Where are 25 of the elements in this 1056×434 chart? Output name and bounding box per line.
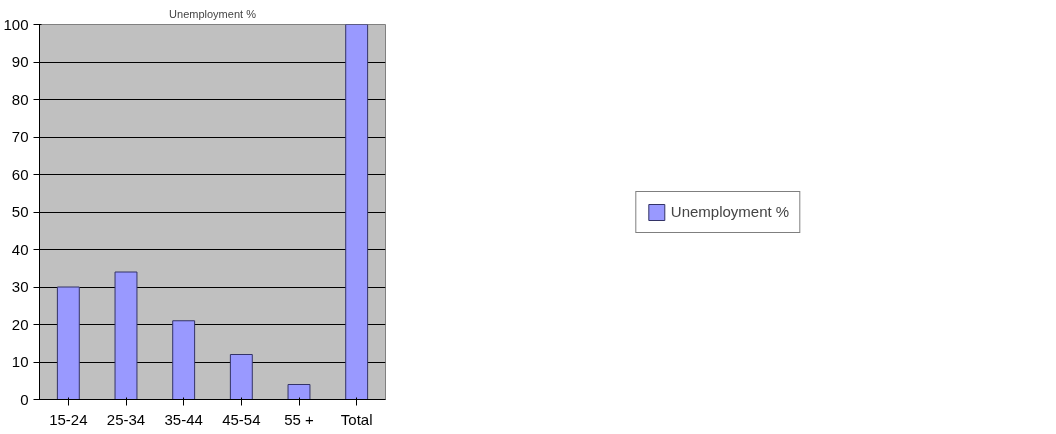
y-tick-label: 80 bbox=[11, 90, 29, 108]
bar bbox=[229, 354, 253, 400]
y-tick-label: 30 bbox=[11, 278, 29, 295]
y-tick-label: 40 bbox=[11, 240, 29, 258]
bar bbox=[114, 271, 138, 400]
x-tick-label: 35-44 bbox=[164, 410, 203, 428]
bar bbox=[172, 320, 196, 400]
x-tick-label: 25-34 bbox=[106, 410, 146, 428]
chart-title: Unemployment % bbox=[169, 7, 257, 20]
y-tick-label: 90 bbox=[11, 53, 29, 70]
y-tick-label: 60 bbox=[11, 165, 29, 183]
y-tick-label: 10 bbox=[11, 353, 29, 370]
bar bbox=[287, 384, 311, 400]
y-tick-label: 70 bbox=[11, 128, 29, 145]
y-tick-label: 100 bbox=[3, 15, 29, 33]
y-tick-label: 0 bbox=[20, 390, 29, 408]
x-tick-label: 15-24 bbox=[49, 410, 88, 428]
y-tick-label: 20 bbox=[11, 315, 29, 333]
bar bbox=[345, 24, 369, 400]
x-tick-label: Total bbox=[340, 410, 373, 428]
x-tick-label: 55 + bbox=[284, 410, 315, 428]
x-tick-label: 45-54 bbox=[222, 410, 261, 428]
legend-label: Unemployment % bbox=[670, 203, 790, 220]
bar bbox=[56, 286, 80, 400]
y-tick-label: 50 bbox=[11, 203, 29, 220]
